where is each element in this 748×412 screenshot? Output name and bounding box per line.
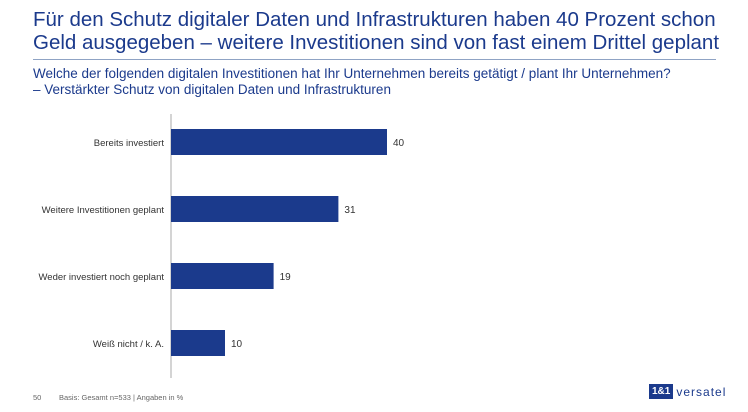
data-label: 40 [393,138,405,149]
data-label: 10 [231,339,243,350]
page-title: Für den Schutz digitaler Daten und Infra… [33,8,720,54]
category-label: Weitere Investitionen geplant [42,205,165,216]
bar [171,263,274,289]
footnote-basis: Basis: Gesamt n=533 | Angaben in % [59,393,184,402]
category-label: Bereits investiert [94,138,165,149]
bar [171,330,225,356]
slide-header: Für den Schutz digitaler Daten und Infra… [33,8,723,98]
category-label: Weiß nicht / k. A. [93,339,164,350]
versatel-logo: 1&1 versatel [649,384,726,399]
subtitle: Welche der folgenden digitalen Investiti… [33,66,723,98]
data-label: 31 [344,205,356,216]
bar [171,129,387,155]
subtitle-line-1: Welche der folgenden digitalen Investiti… [33,66,671,81]
logo-text: versatel [676,384,727,399]
bar [171,196,339,222]
logo-box: 1&1 [649,384,674,399]
subtitle-line-2: – Verstärkter Schutz von digitalen Daten… [33,82,391,97]
data-label: 19 [280,272,292,283]
title-divider [33,59,716,60]
category-label: Weder investiert noch geplant [38,272,164,283]
page-number: 50 [33,393,42,402]
